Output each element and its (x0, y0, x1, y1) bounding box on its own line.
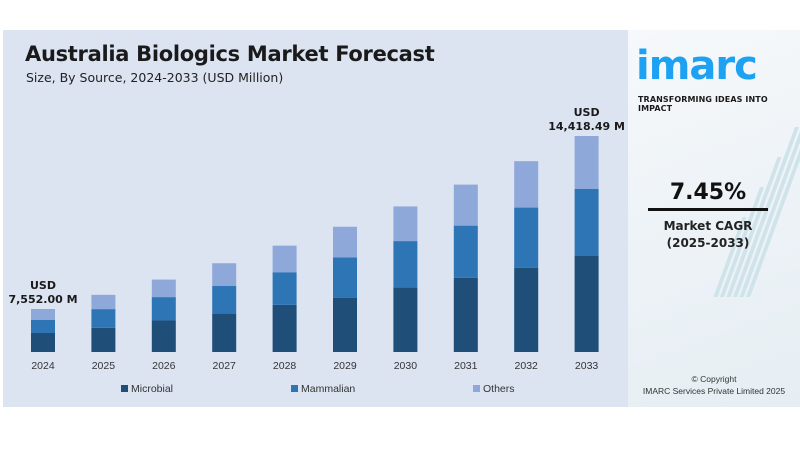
bar-mammalian-2025 (91, 309, 116, 328)
x-tick-label: 2026 (152, 360, 176, 372)
bar-others-2024 (31, 309, 55, 321)
x-tick-label: 2025 (92, 360, 116, 372)
bar-mammalian-2031 (453, 225, 478, 278)
legend-label: Others (483, 383, 515, 395)
bar-mammalian-2028 (272, 272, 297, 305)
bar-others-2025 (91, 294, 116, 310)
bar-mammalian-2029 (333, 257, 357, 298)
bar-mammalian-2027 (212, 286, 237, 314)
x-tick-label: 2024 (31, 360, 55, 372)
data-label-2033: 14,418.49 M (548, 120, 625, 133)
copyright: © Copyright IMARC Services Private Limit… (628, 373, 800, 397)
bar-mammalian-2033 (574, 188, 599, 257)
bar-others-2030 (393, 206, 418, 242)
bar-others-2031 (453, 184, 478, 226)
chart-panel: Australia Biologics Market Forecast Size… (3, 30, 628, 407)
bar-microbial-2026 (151, 320, 176, 352)
copyright-line2: IMARC Services Private Limited 2025 (642, 386, 786, 396)
bar-others-2032 (514, 161, 539, 208)
bar-others-2033 (574, 136, 599, 189)
bar-others-2029 (333, 226, 357, 258)
bar-others-2028 (272, 245, 297, 273)
cagr-label-line1: Market CAGR (663, 219, 753, 233)
x-tick-label: 2028 (273, 360, 297, 372)
bar-mammalian-2024 (31, 320, 55, 333)
x-tick-label: 2031 (454, 360, 478, 372)
bar-others-2026 (151, 279, 176, 298)
bar-mammalian-2026 (151, 297, 176, 321)
bar-microbial-2032 (514, 267, 539, 352)
x-tick-label: 2033 (575, 360, 599, 372)
legend-microbial: Microbial (121, 383, 173, 395)
x-tick-label: 2032 (515, 360, 539, 372)
legend-mammalian: Mammalian (291, 383, 355, 395)
chart-subtitle: Size, By Source, 2024-2033 (USD Million) (26, 70, 284, 85)
legend-swatch-microbial (121, 385, 128, 392)
bar-microbial-2029 (333, 297, 357, 352)
x-tick-label: 2030 (394, 360, 418, 372)
sidebar: imarc TRANSFORMING IDEAS INTO IMPACT 7.4… (628, 30, 800, 407)
decorative-bar (733, 127, 799, 297)
bar-microbial-2030 (393, 287, 418, 352)
bar-others-2027 (212, 263, 237, 287)
bar-microbial-2024 (31, 332, 55, 352)
legend-label: Microbial (131, 383, 174, 395)
copyright-line1: © Copyright (691, 374, 737, 384)
chart-title: Australia Biologics Market Forecast (25, 42, 435, 66)
data-label-2024: 7,552.00 M (8, 293, 77, 306)
legend-swatch-others (473, 385, 480, 392)
x-tick-label: 2027 (213, 360, 237, 372)
cagr-label: Market CAGR (2025-2033) (628, 218, 788, 252)
cagr-divider (648, 208, 768, 211)
bar-microbial-2028 (272, 304, 297, 352)
cagr-label-line2: (2025-2033) (666, 236, 750, 250)
bar-mammalian-2032 (514, 207, 539, 268)
bar-microbial-2027 (212, 313, 237, 352)
imarc-logo: imarc (636, 43, 758, 89)
bar-mammalian-2030 (393, 241, 418, 288)
stacked-bar-chart: 2024 2025 2026 2027 2028 2029 2030 2031 2032 2033… (8, 106, 625, 372)
cagr-value: 7.45% (669, 180, 747, 205)
data-label-2024: USD (30, 279, 56, 292)
bar-microbial-2025 (91, 327, 116, 352)
bar-microbial-2031 (453, 277, 478, 352)
legend-others: Others (473, 383, 515, 395)
legend-label: Mammalian (301, 383, 356, 395)
bar-microbial-2033 (574, 256, 599, 352)
data-label-2033: USD (574, 106, 600, 119)
legend-swatch-mammalian (291, 385, 298, 392)
x-tick-label: 2029 (333, 360, 357, 372)
logo-tagline: TRANSFORMING IDEAS INTO IMPACT (638, 95, 768, 113)
